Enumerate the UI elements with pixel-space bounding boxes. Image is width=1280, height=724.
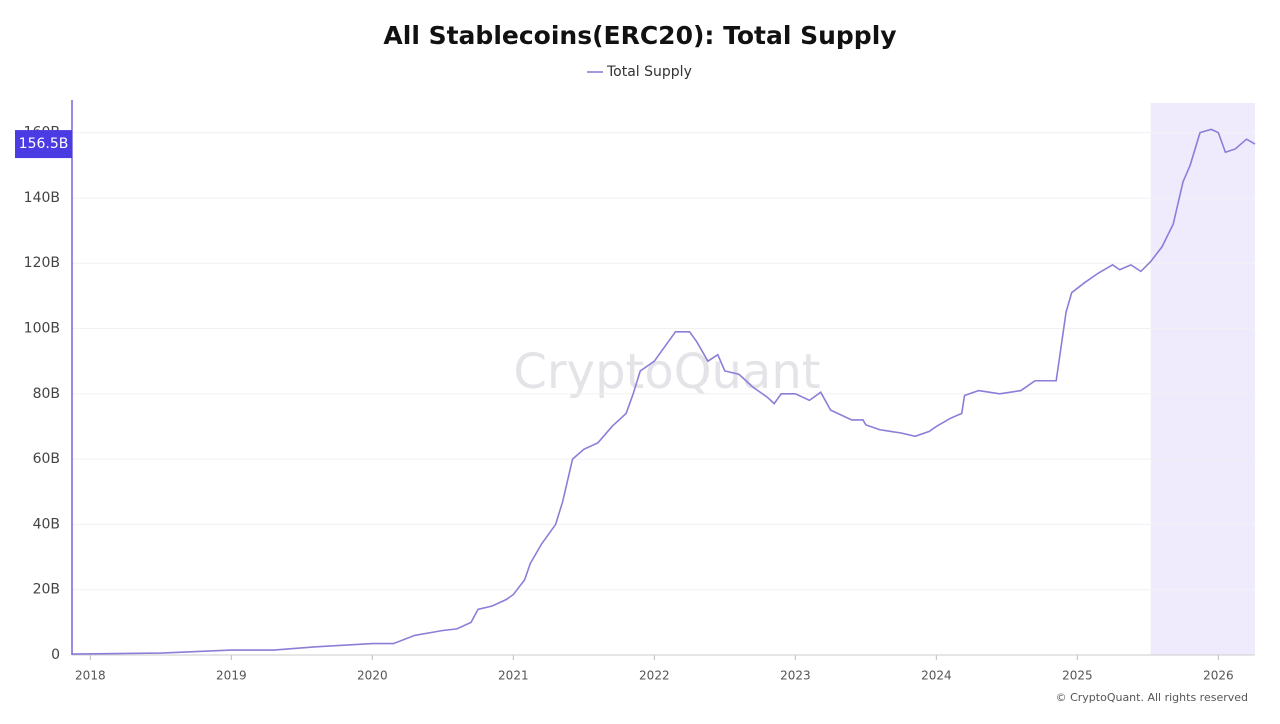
watermark: CryptoQuant	[513, 344, 820, 400]
y-tick-label: 120B	[24, 255, 60, 271]
y-tick-label: 140B	[24, 190, 60, 206]
y-tick-label: 100B	[24, 321, 60, 337]
x-tick-label: 2019	[216, 669, 247, 683]
current-value-box	[15, 130, 72, 159]
y-tick-label: 0	[51, 647, 60, 663]
y-tick-label: 80B	[33, 386, 60, 402]
x-tick-label: 2025	[1062, 669, 1093, 683]
series-line	[71, 128, 1256, 655]
x-tick-label: 2026	[1203, 669, 1234, 683]
footer: © CryptoQuant. All rights reserved	[1056, 691, 1248, 704]
x-tick-label: 2021	[498, 669, 529, 683]
legend-label: Total Supply	[606, 64, 692, 80]
x-tick-label: 2022	[639, 669, 670, 683]
y-tick-label: 60B	[33, 451, 60, 467]
x-tick-label: 2020	[357, 669, 388, 683]
x-tick-label: 2023	[780, 669, 811, 683]
highlight-band	[1150, 103, 1255, 655]
y-tick-label: 20B	[33, 582, 60, 598]
chart-title: All Stablecoins(ERC20): Total Supply	[383, 21, 896, 50]
y-tick-label: 40B	[33, 516, 60, 532]
plot-area: CryptoQuant020B40B60B80B100B120B140B160B…	[15, 100, 1256, 683]
x-tick-label: 2024	[921, 669, 952, 683]
current-value-label: 156.5B	[19, 136, 69, 152]
x-tick-label: 2018	[75, 669, 106, 683]
